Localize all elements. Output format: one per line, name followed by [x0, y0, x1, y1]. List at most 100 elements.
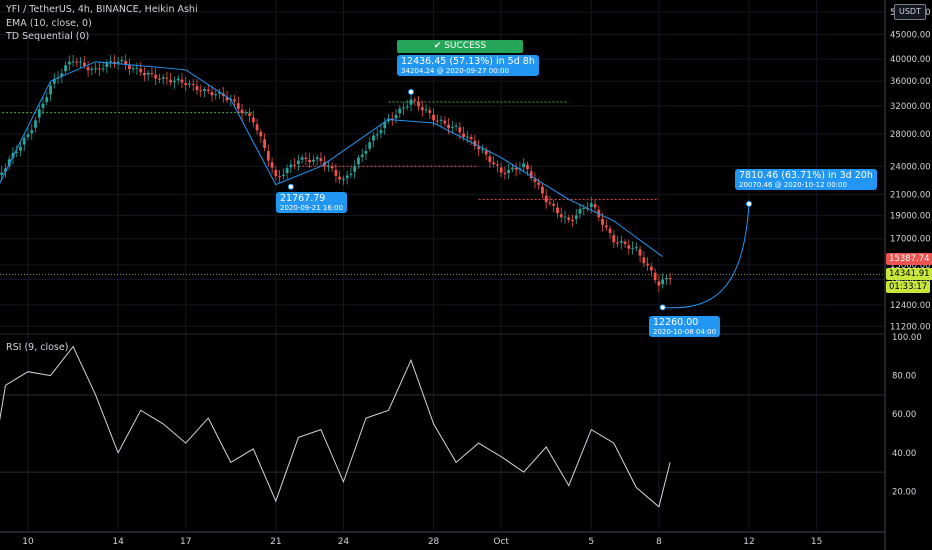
candle-body — [116, 61, 120, 64]
candle-body — [214, 94, 218, 96]
rsi-line — [0, 345, 671, 508]
price-tick-label: 11200.00 — [890, 322, 931, 332]
candle-body — [15, 151, 19, 153]
candle-body — [86, 67, 90, 71]
success-badge: ✔ SUCCESS — [397, 40, 523, 53]
candle-body — [379, 130, 383, 134]
candle-body — [176, 78, 180, 81]
candle-body — [552, 203, 556, 206]
price-tick-label: 17000.00 — [890, 235, 931, 245]
candle-body — [428, 110, 432, 113]
peak-note: 12436.45 (57.13%) in 5d 8h 34204.24 @ 20… — [397, 55, 539, 76]
candle-body — [668, 278, 672, 280]
candle-body — [34, 120, 37, 128]
candle-body — [492, 162, 496, 165]
candle-body — [270, 162, 274, 168]
candle-body — [638, 249, 642, 256]
candle-body — [293, 164, 297, 166]
price-tick-label: 12400.00 — [890, 301, 931, 311]
candle-body — [319, 158, 323, 161]
candle-body — [499, 167, 503, 173]
candle-body — [424, 109, 428, 111]
low-oct-date: 2020-10-08 04:00 — [653, 328, 717, 336]
candle-body — [556, 207, 559, 214]
candle-body — [563, 216, 567, 218]
time-tick-label: 24 — [338, 537, 350, 547]
candle-body — [281, 174, 285, 177]
projection-curve — [662, 203, 750, 309]
candle-body — [218, 92, 221, 94]
time-tick-label: 5 — [588, 537, 594, 547]
candle-body — [79, 61, 82, 63]
candle-body — [345, 175, 349, 179]
candle-body — [443, 120, 447, 124]
ema-legend[interactable]: EMA (10, close, 0) — [6, 18, 92, 29]
candle-body — [608, 228, 612, 233]
candle-body — [649, 266, 653, 271]
candle-body — [480, 149, 484, 151]
candle-body — [372, 135, 375, 141]
td-sequential-legend[interactable]: TD Sequential (0) — [6, 31, 90, 42]
candle-body — [631, 247, 634, 249]
candle-body — [417, 101, 420, 107]
candle-body — [634, 247, 638, 249]
candle-body — [173, 80, 176, 82]
annotation-marker — [408, 88, 415, 95]
candle-body — [127, 65, 131, 70]
time-tick-label: 15 — [811, 537, 822, 547]
candle-body — [274, 169, 278, 177]
price-tick-label: 21000.00 — [890, 190, 931, 200]
candle-body — [360, 154, 364, 157]
candle-body — [653, 272, 657, 281]
candle-body — [409, 99, 413, 105]
target-detail: 20070.46 @ 2020-10-12 00:00 — [739, 181, 847, 189]
candle-body — [289, 164, 293, 168]
candle-body — [327, 165, 330, 167]
price-tick-label: 36000.00 — [890, 77, 931, 87]
candle-body — [364, 151, 368, 154]
candle-body — [439, 119, 443, 121]
candle-body — [308, 159, 312, 163]
currency-badge[interactable]: USDT — [894, 4, 926, 20]
candle-body — [266, 151, 270, 161]
candle-body — [41, 103, 45, 108]
candle-body — [544, 195, 548, 203]
rsi-tick-label: 60.00 — [892, 410, 916, 420]
candle-body — [402, 107, 405, 109]
peak-detail: 34204.24 @ 2020-09-27 00:00 — [401, 67, 509, 75]
candle-body — [255, 124, 259, 131]
candle-body — [375, 134, 379, 136]
candle-body — [240, 109, 244, 114]
candle-body — [661, 279, 665, 285]
candle-body — [604, 225, 608, 228]
candle-body — [304, 157, 308, 160]
candle-body — [477, 146, 481, 150]
time-tick-label: 12 — [743, 537, 754, 547]
candle-body — [405, 106, 409, 108]
current-price-green-label: 14341.91 — [886, 268, 932, 280]
ema-line — [0, 61, 663, 258]
candle-body — [244, 112, 248, 114]
candle-body — [559, 214, 563, 218]
candle-body — [593, 204, 597, 208]
candle-body — [601, 219, 604, 225]
candle-body — [154, 74, 158, 79]
candle-body — [64, 65, 67, 72]
candle-body — [101, 68, 105, 70]
candle-body — [233, 99, 236, 102]
rsi-axis: 20.00 40.00 60.00 80.00 100.00 — [892, 333, 922, 497]
candle-body — [567, 217, 571, 220]
candle-body — [169, 79, 173, 83]
price-tick-label: 28000.00 — [890, 130, 931, 140]
low-sep-price: 21767.79 — [280, 193, 326, 204]
time-axis: 10 14 17 21 24 28 Oct 5 8 12 15 — [22, 537, 822, 547]
candle-body — [90, 68, 94, 70]
rsi-level-lines — [0, 394, 885, 473]
annotation-marker — [746, 200, 752, 207]
candle-body — [338, 176, 342, 180]
price-tick-label: 24000.00 — [890, 162, 931, 172]
candle-body — [541, 186, 544, 194]
candle-body — [450, 126, 454, 128]
rsi-legend[interactable]: RSI (9, close) — [6, 342, 69, 353]
